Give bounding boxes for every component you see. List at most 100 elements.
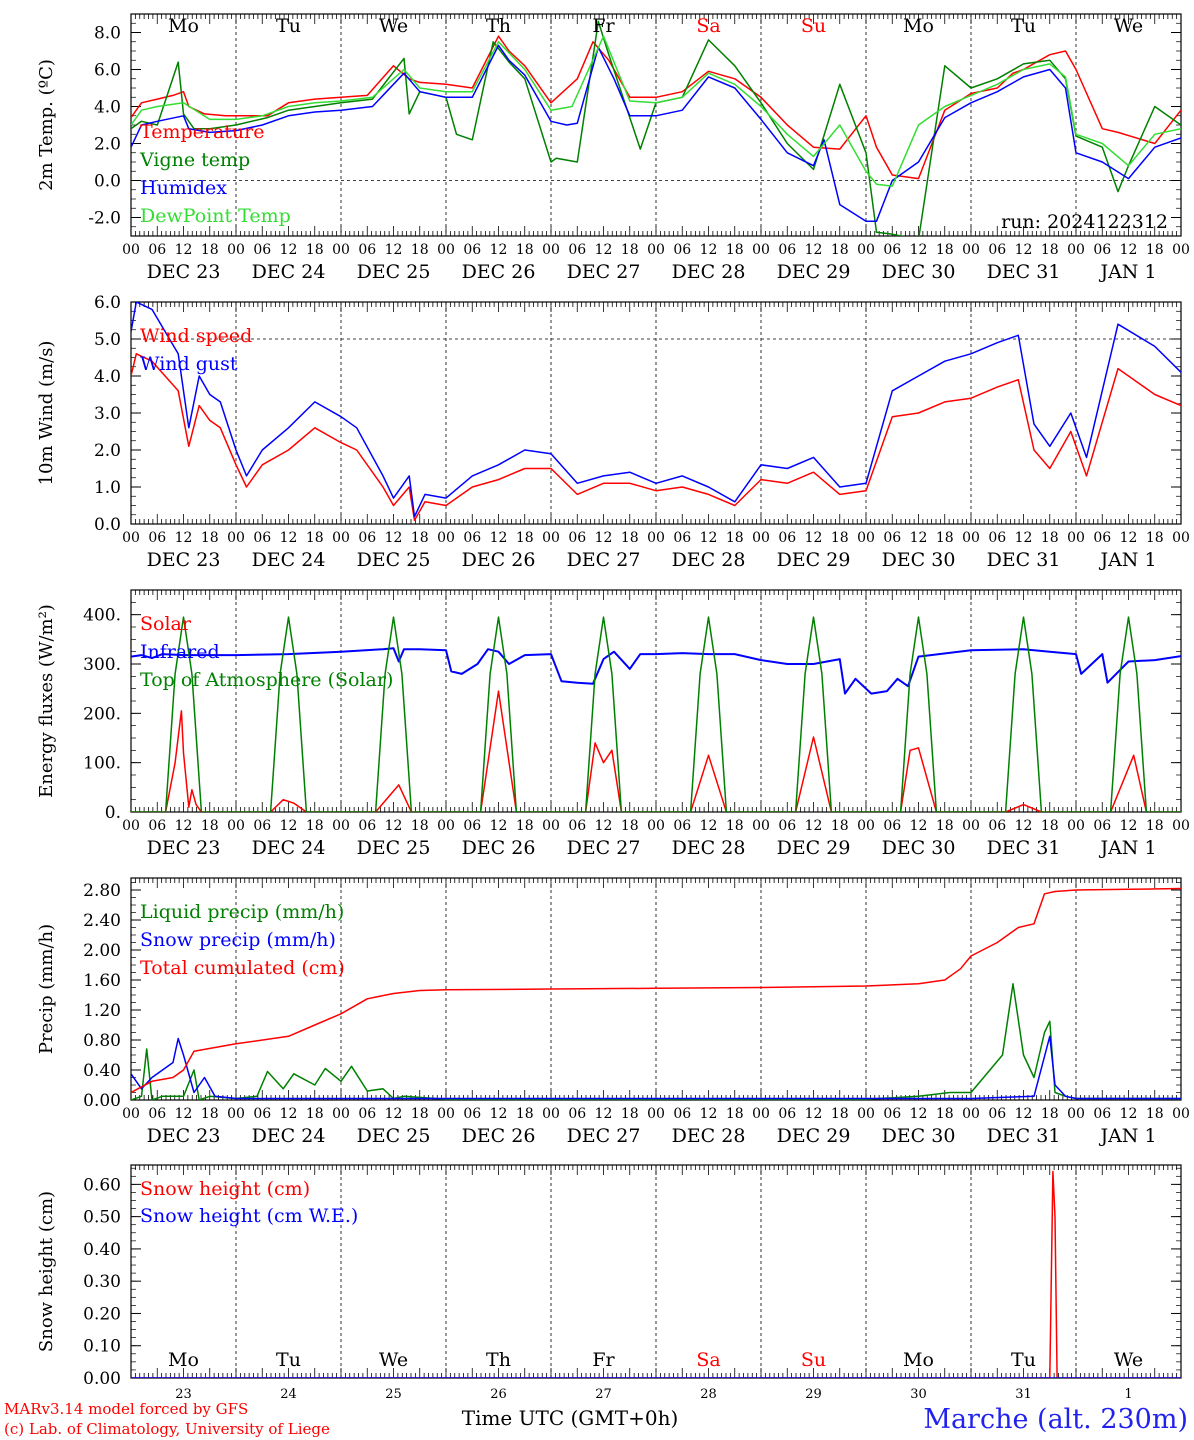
hour-label: 12 bbox=[385, 242, 403, 258]
day-of-week-label: Su bbox=[801, 1349, 826, 1371]
hour-label: 06 bbox=[463, 530, 481, 546]
hour-label: 00 bbox=[1067, 818, 1085, 834]
hour-label: 18 bbox=[726, 818, 744, 834]
y-tick-label: 6.0 bbox=[94, 293, 121, 313]
hour-label: 18 bbox=[621, 530, 639, 546]
hour-label: 00 bbox=[857, 242, 875, 258]
day-of-week-label: We bbox=[379, 15, 408, 37]
legend-entry: Infrared bbox=[140, 641, 220, 663]
hour-label: 06 bbox=[988, 242, 1006, 258]
hour-label: 18 bbox=[726, 530, 744, 546]
hour-label: 12 bbox=[910, 1106, 928, 1122]
hour-label: 18 bbox=[936, 530, 954, 546]
hour-label: 00 bbox=[1172, 242, 1190, 258]
legend-entry: DewPoint Temp bbox=[140, 205, 291, 227]
hour-label: 00 bbox=[227, 818, 245, 834]
hour-label: 06 bbox=[148, 818, 166, 834]
hour-label: 00 bbox=[752, 1106, 770, 1122]
hour-label: 06 bbox=[568, 242, 586, 258]
date-label: DEC 28 bbox=[672, 837, 746, 859]
day-of-week-label: Tu bbox=[1011, 1349, 1036, 1371]
y-tick-label: 1.0 bbox=[94, 478, 121, 498]
series-line-dewpoint-temp bbox=[131, 35, 1181, 187]
hour-label: 12 bbox=[175, 1106, 193, 1122]
date-label: DEC 29 bbox=[777, 1125, 851, 1147]
hour-label: 06 bbox=[253, 242, 271, 258]
date-label: DEC 23 bbox=[147, 261, 221, 283]
hour-label: 00 bbox=[647, 818, 665, 834]
series-line-snow-precip-mm-h bbox=[131, 1035, 1181, 1100]
series-group bbox=[131, 887, 1181, 1100]
hour-label: 06 bbox=[673, 530, 691, 546]
hour-label: 12 bbox=[910, 530, 928, 546]
y-tick-label: 300. bbox=[83, 655, 121, 675]
legend-entry: Solar bbox=[140, 613, 192, 635]
legend-entry: Total cumulated (cm) bbox=[140, 957, 345, 979]
hour-label: 00 bbox=[122, 818, 140, 834]
hour-label: 06 bbox=[883, 242, 901, 258]
hour-label: 06 bbox=[883, 1106, 901, 1122]
day-of-week-label: Mo bbox=[903, 1349, 934, 1371]
hour-label: 00 bbox=[332, 1106, 350, 1122]
legend-entry: Snow height (cm) bbox=[140, 1178, 310, 1200]
hour-label: 18 bbox=[516, 242, 534, 258]
date-label: DEC 29 bbox=[777, 549, 851, 571]
date-label: DEC 28 bbox=[672, 1125, 746, 1147]
hour-label: 06 bbox=[778, 818, 796, 834]
panel-5: 0.00 0.10 0.20 0.30 0.40 0.50 0.60 Snow height … bbox=[36, 1164, 1182, 1402]
date-label: DEC 25 bbox=[357, 837, 431, 859]
hour-label: 06 bbox=[568, 1106, 586, 1122]
hour-label: 06 bbox=[1093, 1106, 1111, 1122]
hour-label: 06 bbox=[358, 1106, 376, 1122]
hour-label: 18 bbox=[411, 818, 429, 834]
series-group bbox=[131, 20, 1181, 236]
hour-label: 12 bbox=[1120, 818, 1138, 834]
series-line-wind-speed bbox=[131, 353, 1181, 522]
hour-label: 18 bbox=[936, 242, 954, 258]
y-tick-label: 0.40 bbox=[83, 1240, 121, 1260]
date-label: JAN 1 bbox=[1098, 261, 1156, 283]
y-tick-label: 0.60 bbox=[83, 1175, 121, 1195]
day-of-week-label: Th bbox=[486, 1349, 511, 1371]
y-tick-label: 100. bbox=[83, 754, 121, 774]
hour-label: 00 bbox=[122, 530, 140, 546]
series-line-solar bbox=[131, 690, 1181, 812]
date-label: DEC 29 bbox=[777, 261, 851, 283]
date-label: DEC 24 bbox=[252, 261, 326, 283]
hour-label: 12 bbox=[175, 818, 193, 834]
hour-label: 00 bbox=[752, 242, 770, 258]
day-of-week-label: Mo bbox=[168, 1349, 199, 1371]
y-tick-label: 0.30 bbox=[83, 1272, 121, 1292]
hour-label: 12 bbox=[280, 242, 298, 258]
y-tick-label: 0.00 bbox=[83, 1091, 121, 1111]
hour-label: 12 bbox=[490, 242, 508, 258]
hour-label: 18 bbox=[1146, 1106, 1164, 1122]
series-line-total-cumulated-cm bbox=[131, 887, 1181, 1094]
credit-line-1: MARv3.14 model forced by GFS bbox=[4, 1400, 248, 1418]
y-tick-label: 400. bbox=[83, 606, 121, 626]
hour-label: 06 bbox=[253, 818, 271, 834]
hour-label: 18 bbox=[516, 1106, 534, 1122]
panel-3: 0. 100. 200. 300. 400. Energy fluxes (W/m²) So… bbox=[36, 589, 1190, 859]
day-number-label: 26 bbox=[490, 1387, 507, 1402]
hour-label: 18 bbox=[726, 1106, 744, 1122]
hour-label: 06 bbox=[1093, 530, 1111, 546]
hour-label: 00 bbox=[437, 1106, 455, 1122]
date-label: DEC 25 bbox=[357, 261, 431, 283]
legend-entry: Humidex bbox=[140, 177, 227, 199]
hour-label: 18 bbox=[306, 1106, 324, 1122]
hour-label: 06 bbox=[463, 242, 481, 258]
date-label: DEC 27 bbox=[567, 549, 641, 571]
y-tick-label: 2.0 bbox=[94, 441, 121, 461]
hour-label: 00 bbox=[857, 1106, 875, 1122]
date-label: DEC 26 bbox=[462, 1125, 536, 1147]
date-label: DEC 26 bbox=[462, 549, 536, 571]
hour-label: 00 bbox=[962, 530, 980, 546]
hour-label: 06 bbox=[778, 242, 796, 258]
day-of-week-label: Sa bbox=[696, 15, 720, 37]
series-line-wind-gust bbox=[131, 302, 1181, 518]
hour-label: 12 bbox=[175, 530, 193, 546]
hour-label: 12 bbox=[1015, 242, 1033, 258]
legend-entry: Snow height (cm W.E.) bbox=[140, 1205, 358, 1227]
